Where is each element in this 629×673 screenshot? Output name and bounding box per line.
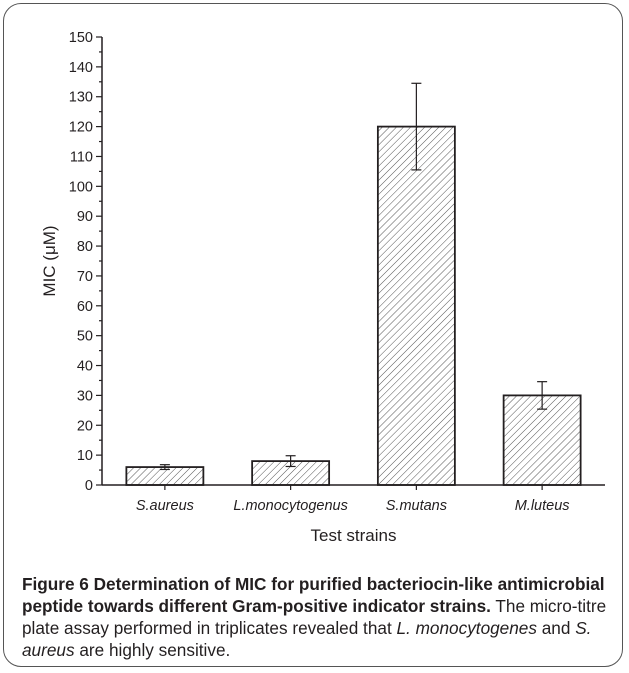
y-tick-label: 130 [69,90,93,106]
y-axis-label: MIC (μM) [40,225,59,296]
x-axis-label: Test strains [311,526,397,545]
y-tick-label: 80 [77,239,93,255]
y-tick-label: 20 [77,418,93,434]
y-tick-label: 90 [77,209,93,225]
y-tick-label: 30 [77,388,93,404]
caption-species-2: S. aureus [22,618,592,660]
y-tick-label: 150 [69,30,93,46]
y-tick-label: 110 [70,149,93,165]
caption-title: Determination of MIC for purified bacter… [22,574,605,616]
caption-label: Figure 6 [22,574,89,594]
caption-text-2: and [536,618,576,638]
y-tick-label: 40 [77,359,93,375]
y-tick-label: 100 [69,179,93,195]
y-tick-label: 60 [77,299,93,315]
caption-text-1: The micro-titre plate assay performed in… [22,596,607,638]
bar [376,125,456,486]
figure-frame [3,3,623,667]
bar-chart: 0 10 20 30 40 50 60 70 80 90 100 110 120 130 140 150 S.… [40,30,605,545]
x-axis: S.aureus L.monocytogenus S.mutans M.luteus [102,484,605,514]
y-tick-label: 10 [77,448,93,464]
figure-caption: Figure 6 Determination of MIC for purifi… [22,573,620,661]
x-tick-label: L.monocytogenus [233,498,347,514]
y-tick-label: 140 [69,60,93,76]
x-tick-label: S.mutans [386,498,447,514]
caption-species-1: L. monocytogenes [396,618,537,638]
caption-text-3: are highly sensitive. [74,640,231,660]
y-tick-label: 0 [85,478,93,494]
x-tick-label: S.aureus [136,498,194,514]
y-tick-label: 70 [77,269,93,285]
x-tick-label: M.luteus [515,498,570,514]
y-axis: 0 10 20 30 40 50 60 70 80 90 100 110 120 130 140 150 [69,30,103,494]
y-tick-label: 120 [69,120,93,136]
y-tick-label: 50 [77,329,93,345]
bars [125,82,582,486]
